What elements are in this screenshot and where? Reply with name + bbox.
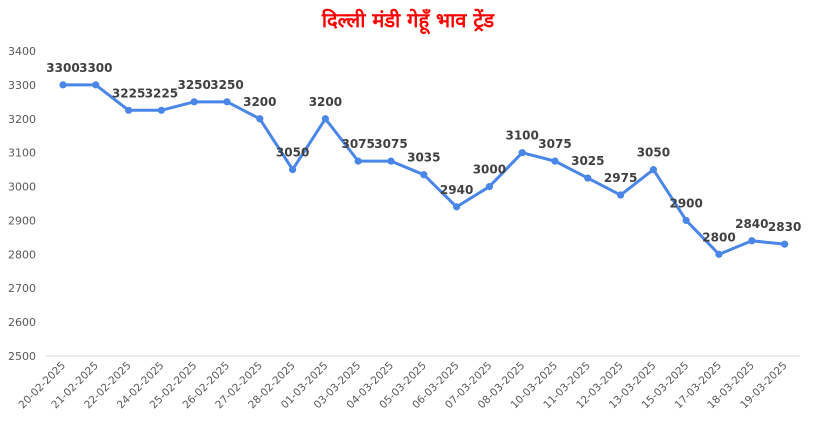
data-point	[125, 106, 133, 114]
data-point	[420, 171, 428, 179]
data-label: 3025	[571, 154, 604, 168]
data-label: 3225	[112, 86, 145, 100]
data-point	[781, 240, 789, 248]
data-point	[223, 98, 231, 106]
series-line	[61, 83, 787, 256]
data-label: 3000	[473, 163, 506, 177]
data-point	[518, 149, 526, 157]
data-label: 3075	[374, 137, 407, 151]
y-tick-label: 3000	[8, 181, 36, 194]
data-point	[748, 237, 756, 245]
data-point	[190, 98, 198, 106]
data-label: 3075	[341, 137, 374, 151]
data-point	[321, 115, 329, 123]
data-label: 2900	[669, 196, 702, 210]
data-point	[551, 157, 559, 165]
data-label: 2840	[735, 217, 768, 231]
data-point	[59, 81, 67, 89]
data-point	[453, 203, 461, 211]
y-tick-label: 2800	[8, 248, 36, 261]
data-point	[649, 166, 658, 174]
data-point	[256, 115, 264, 123]
data-label: 3300	[79, 61, 112, 75]
data-point	[354, 157, 362, 165]
data-point	[157, 106, 165, 114]
data-point	[584, 174, 592, 182]
data-label: 3200	[309, 95, 342, 109]
data-label: 3050	[276, 146, 309, 160]
data-point	[715, 250, 723, 258]
y-tick-label: 2500	[8, 350, 36, 363]
data-point	[387, 157, 395, 165]
data-point	[289, 166, 297, 174]
data-label: 3050	[637, 146, 670, 160]
x-axis: 20-02-202521-02-202522-02-202524-02-2025…	[16, 355, 800, 411]
data-label: 2830	[768, 220, 801, 234]
y-tick-label: 3200	[8, 113, 36, 126]
data-point	[485, 182, 493, 191]
data-label: 2800	[702, 230, 735, 244]
y-tick-label: 2700	[8, 282, 36, 295]
data-label: 2940	[440, 183, 473, 197]
y-axis: 2500 2600 2700 2800 2900 3000 3100 3200 3300 3400	[8, 45, 36, 363]
data-label: 2975	[604, 171, 637, 185]
data-label: 3225	[145, 86, 178, 100]
data-point	[92, 81, 100, 89]
y-tick-label: 3400	[8, 45, 36, 58]
chart-title: दिल्ली मंडी गेहूँ भाव ट्रेंड	[321, 8, 496, 35]
data-label: 3075	[538, 137, 571, 151]
y-tick-label: 3100	[8, 147, 36, 160]
data-label: 3035	[407, 151, 440, 165]
y-tick-label: 2600	[8, 316, 36, 329]
data-label: 3100	[505, 129, 538, 143]
series-layer	[59, 81, 789, 258]
data-label: 3250	[210, 78, 243, 92]
data-point	[682, 216, 690, 225]
data-point	[617, 191, 625, 199]
y-tick-label: 2900	[8, 214, 36, 227]
data-label: 3200	[243, 95, 276, 109]
data-label: 3250	[177, 78, 210, 92]
y-tick-label: 3300	[8, 79, 36, 92]
data-label: 3300	[46, 61, 79, 75]
